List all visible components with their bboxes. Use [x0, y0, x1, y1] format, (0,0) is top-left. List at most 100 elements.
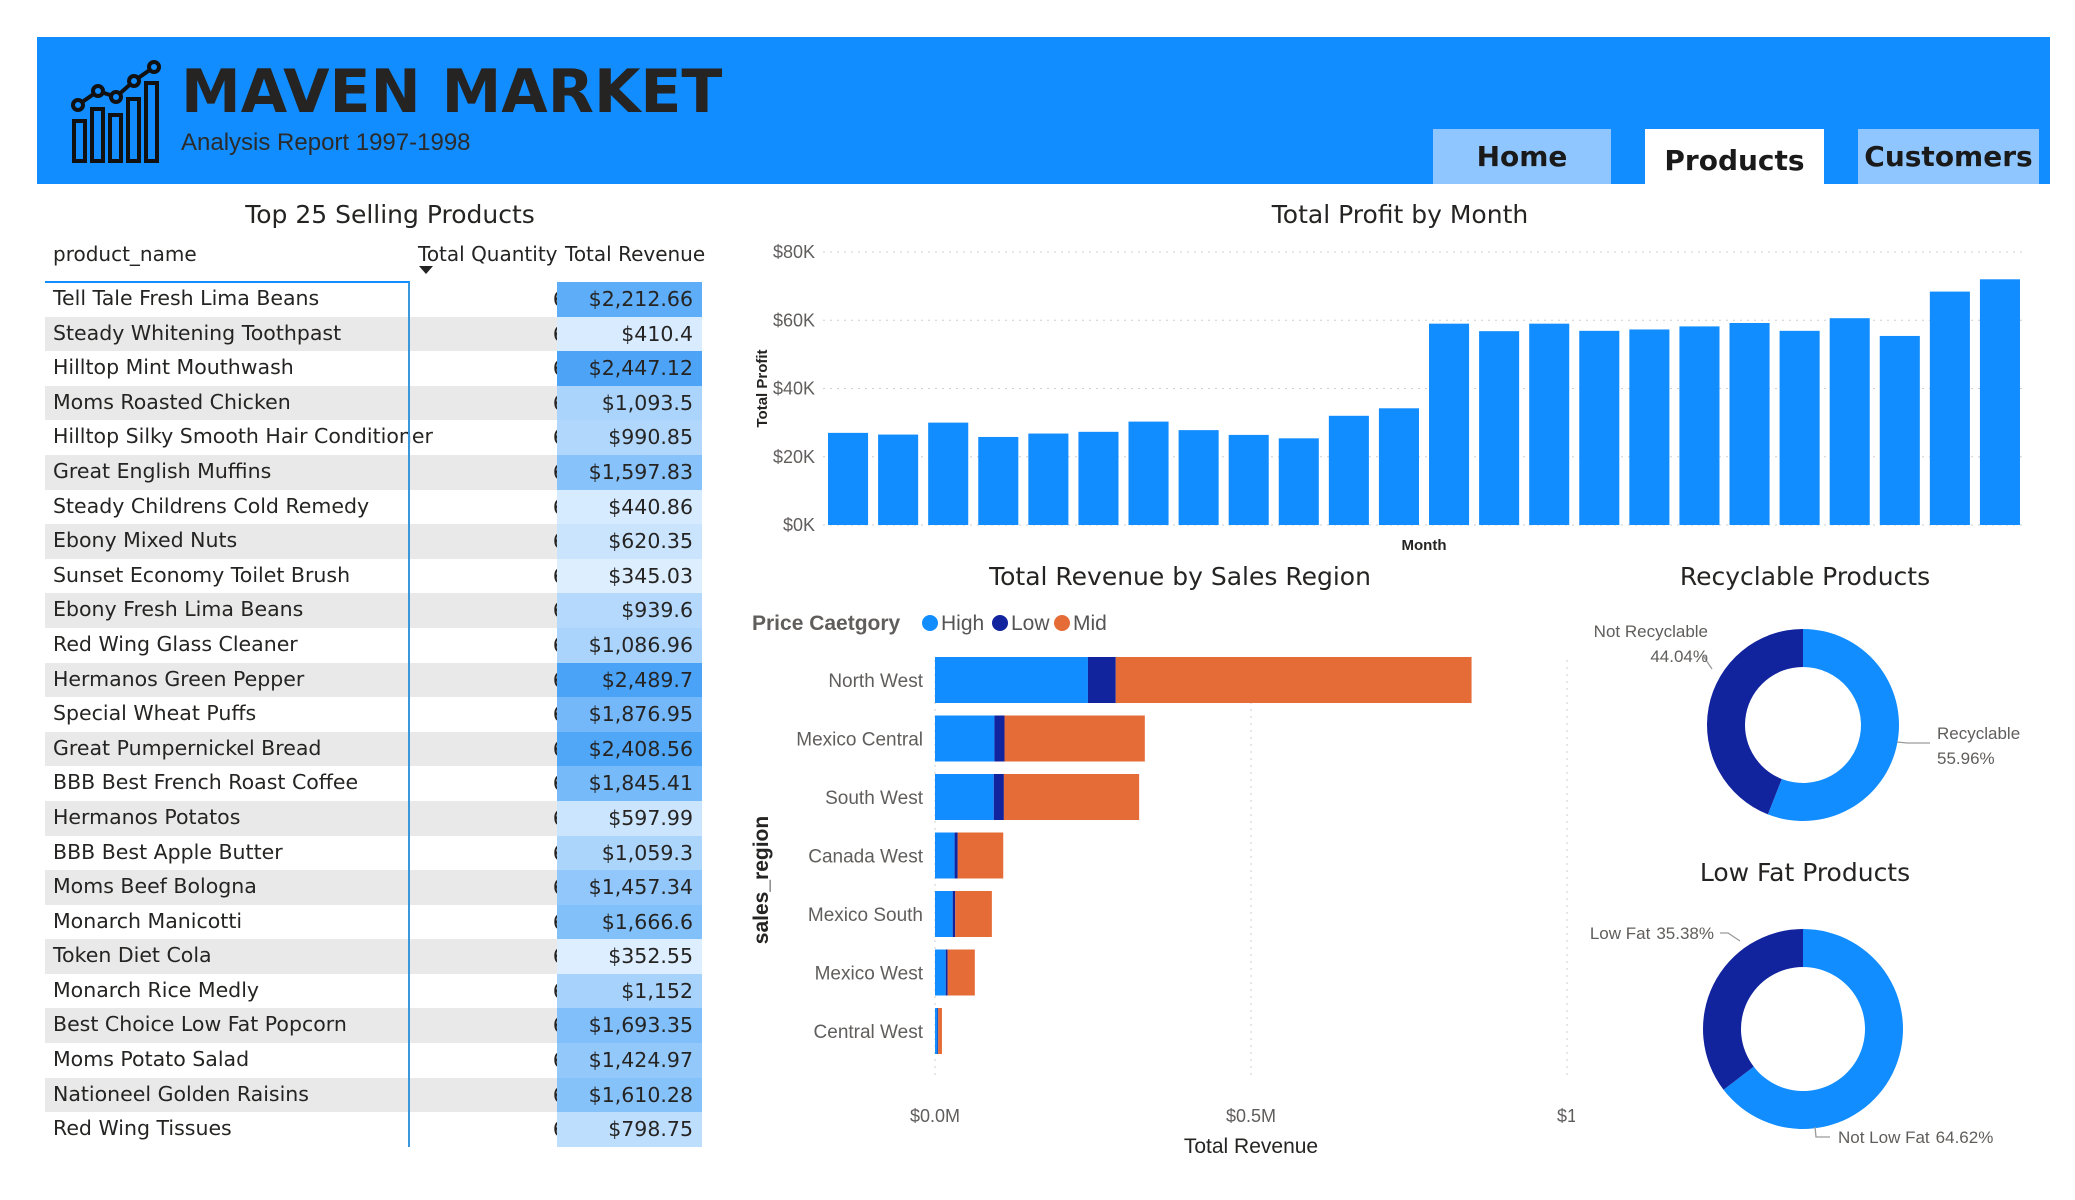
region-bar-segment[interactable]	[937, 1008, 939, 1054]
y-axis-title: sales_region	[750, 816, 773, 944]
profit-bar[interactable]	[1479, 331, 1520, 525]
donut-slice[interactable]	[1703, 929, 1803, 1090]
donut-slice[interactable]	[1767, 629, 1899, 821]
legend-label[interactable]: High	[941, 612, 984, 635]
table-row[interactable]: Tell Tale Fresh Lima Beans698$2,212.66	[45, 282, 702, 317]
table-row[interactable]: Nationeel Golden Raisins639$1,610.28	[45, 1077, 702, 1113]
profit-bar[interactable]	[928, 422, 969, 525]
region-bar-segment[interactable]	[1003, 774, 1140, 820]
donut-slice[interactable]	[1723, 929, 1903, 1129]
profit-bar[interactable]	[1979, 279, 2020, 525]
profit-bar[interactable]	[828, 432, 869, 525]
table-row[interactable]: Special Wheat Puffs645$1,876.95	[45, 697, 702, 732]
tab-home[interactable]: Home	[1433, 129, 1611, 184]
region-bar-segment[interactable]	[1087, 657, 1116, 703]
region-bar-segment[interactable]	[935, 774, 994, 820]
column-divider[interactable]	[408, 282, 410, 1147]
region-bar-segment[interactable]	[935, 832, 955, 879]
table-row[interactable]: Token Diet Cola641$352.55	[45, 939, 702, 974]
region-bar-segment[interactable]	[955, 891, 992, 937]
column-header-revenue[interactable]: Total Revenue	[565, 242, 706, 266]
table-row[interactable]: Great English Muffins663$1,597.83	[45, 454, 702, 490]
table-row[interactable]: Sunset Economy Toilet Brush651$345.03	[45, 558, 702, 594]
profit-bar[interactable]	[1529, 323, 1570, 525]
legend-label[interactable]: Mid	[1073, 612, 1107, 635]
profit-bar[interactable]	[1178, 430, 1219, 525]
profit-bar[interactable]	[1228, 434, 1269, 525]
table-row[interactable]: Red Wing Glass Cleaner647$1,086.96	[45, 627, 702, 663]
table-row[interactable]: Steady Childrens Cold Remedy658$440.86	[45, 489, 702, 525]
table-row[interactable]: Monarch Rice Medly640$1,152	[45, 973, 702, 1009]
sort-descending-icon[interactable]	[419, 266, 433, 274]
profit-bar[interactable]	[878, 434, 919, 525]
region-bar-segment[interactable]	[957, 832, 1004, 879]
profit-bar[interactable]	[1729, 322, 1770, 525]
profit-bar[interactable]	[1278, 438, 1319, 525]
profit-bar[interactable]	[1629, 329, 1670, 525]
profit-bar[interactable]	[1579, 330, 1620, 525]
region-bar-segment[interactable]	[952, 891, 956, 937]
revenue-cell: $2,489.7	[557, 662, 702, 698]
region-bar-segment[interactable]	[935, 657, 1088, 703]
profit-bar[interactable]	[1028, 433, 1069, 525]
revenue-cell: $798.75	[557, 1112, 702, 1147]
tab-products[interactable]: Products	[1645, 129, 1824, 184]
donut-slice[interactable]	[1707, 629, 1803, 815]
region-bar-segment[interactable]	[954, 832, 958, 879]
region-bar-segment[interactable]	[935, 715, 995, 762]
region-label: South West	[825, 788, 924, 809]
region-bar-segment[interactable]	[994, 715, 1005, 762]
legend-marker[interactable]	[1054, 615, 1070, 631]
revenue-cell: $1,845.41	[557, 766, 702, 801]
table-row[interactable]: BBB Best Apple Butter642$1,059.3	[45, 835, 702, 871]
table-row[interactable]: Moms Beef Bologna642$1,457.34	[45, 870, 702, 905]
x-axis-title: Month	[1402, 537, 1447, 554]
profit-bar[interactable]	[1929, 291, 1970, 525]
table-row[interactable]: Monarch Manicotti641$1,666.6	[45, 904, 702, 940]
table-row[interactable]: Moms Potato Salad639$1,424.97	[45, 1043, 702, 1078]
profit-bar[interactable]	[1328, 415, 1369, 525]
region-bar-segment[interactable]	[1115, 657, 1472, 703]
profit-bar[interactable]	[1078, 431, 1119, 525]
table-row[interactable]: Hermanos Potatos643$597.99	[45, 800, 702, 836]
table-row[interactable]: Hermanos Green Pepper645$2,489.7	[45, 662, 702, 698]
revenue-cell: $2,212.66	[557, 282, 702, 317]
region-bar-segment[interactable]	[947, 949, 975, 996]
region-bar-segment[interactable]	[935, 891, 953, 937]
table-row[interactable]: Steady Whitening Toothpast684$410.4	[45, 316, 702, 352]
column-header-quantity[interactable]: Total Quantity	[418, 242, 558, 266]
y-tick-label: $20K	[773, 447, 815, 467]
region-bar-segment[interactable]	[935, 949, 946, 996]
profit-bar[interactable]	[1779, 330, 1820, 525]
table-row[interactable]: Red Wing Tissues639$798.75	[45, 1112, 702, 1147]
region-bar-segment[interactable]	[993, 774, 1004, 820]
tab-customers[interactable]: Customers	[1858, 129, 2039, 184]
profit-bar[interactable]	[1429, 323, 1470, 525]
region-bar-segment[interactable]	[945, 949, 948, 996]
table-row[interactable]: Ebony Mixed Nuts653$620.35	[45, 524, 702, 559]
table-row[interactable]: Moms Roasted Chicken675$1,093.5	[45, 385, 702, 421]
revenue-cell: $620.35	[557, 524, 702, 559]
product-name-cell: Hermanos Green Pepper	[53, 666, 305, 691]
legend-marker[interactable]	[922, 615, 938, 631]
table-row[interactable]: Great Pumpernickel Bread644$2,408.56	[45, 731, 702, 767]
profit-bar[interactable]	[1679, 326, 1720, 525]
region-bar-segment[interactable]	[1004, 715, 1145, 762]
region-label: North West	[828, 671, 923, 692]
table-row[interactable]: BBB Best French Roast Coffee643$1,845.41	[45, 766, 702, 801]
profit-bar[interactable]	[1879, 335, 1920, 525]
profit-bar[interactable]	[978, 436, 1019, 525]
profit-bar[interactable]	[1829, 318, 1870, 525]
region-bar-segment[interactable]	[935, 1008, 938, 1054]
slice-label-value: 64.62%	[1936, 1128, 1994, 1147]
profit-bar[interactable]	[1128, 421, 1169, 525]
table-row[interactable]: Hilltop Silky Smooth Hair Conditioner665…	[45, 420, 702, 455]
table-row[interactable]: Ebony Fresh Lima Beans648$939.6	[45, 593, 702, 628]
legend-label[interactable]: Low	[1011, 612, 1050, 635]
table-row[interactable]: Best Choice Low Fat Popcorn639$1,693.35	[45, 1008, 702, 1044]
column-header-product[interactable]: product_name	[53, 242, 197, 266]
table-row[interactable]: Hilltop Mint Mouthwash676$2,447.12	[45, 351, 702, 386]
legend-marker[interactable]	[992, 615, 1008, 631]
region-bar-segment[interactable]	[938, 1008, 942, 1054]
profit-bar[interactable]	[1378, 408, 1419, 525]
